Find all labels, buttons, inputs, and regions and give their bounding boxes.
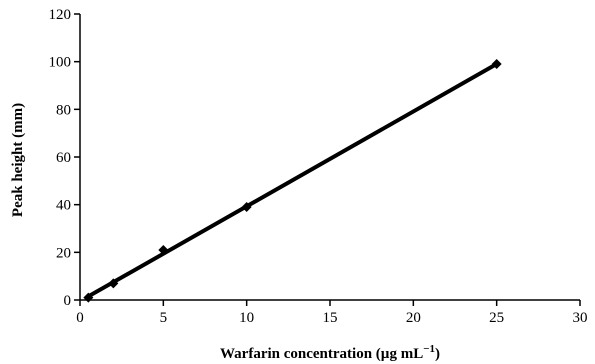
data-point-diamond [491, 59, 502, 70]
data-points [83, 59, 502, 303]
x-tick-label: 15 [323, 310, 338, 326]
data-point-diamond [108, 278, 119, 289]
ticks: 0 5 10 15 20 25 30 0 20 40 60 80 100 120 [49, 7, 588, 326]
x-tick-label: 0 [76, 310, 84, 326]
data-point-diamond [83, 292, 94, 303]
y-tick-label: 120 [49, 7, 72, 23]
y-tick-label: 20 [56, 245, 71, 261]
x-tick-label: 20 [406, 310, 421, 326]
data-point-diamond [158, 244, 169, 255]
fit-line-group [86, 62, 499, 299]
data-point-diamond [241, 202, 252, 213]
x-tick-label: 25 [489, 310, 504, 326]
y-axis-title: Peak height (mm) [10, 103, 26, 217]
regression-line [86, 62, 499, 299]
x-tick-label: 10 [239, 310, 254, 326]
x-axis-title: Warfarin concentration (µg mL−1) [220, 343, 440, 362]
x-tick-label: 5 [160, 310, 168, 326]
y-tick-label: 40 [56, 198, 71, 214]
y-tick-label: 60 [56, 150, 71, 166]
y-tick-label: 80 [56, 102, 71, 118]
x-tick-label: 30 [573, 310, 588, 326]
y-tick-label: 100 [49, 55, 72, 71]
y-tick-label: 0 [64, 293, 72, 309]
